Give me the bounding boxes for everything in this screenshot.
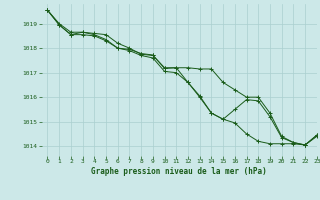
X-axis label: Graphe pression niveau de la mer (hPa): Graphe pression niveau de la mer (hPa) (91, 167, 267, 176)
